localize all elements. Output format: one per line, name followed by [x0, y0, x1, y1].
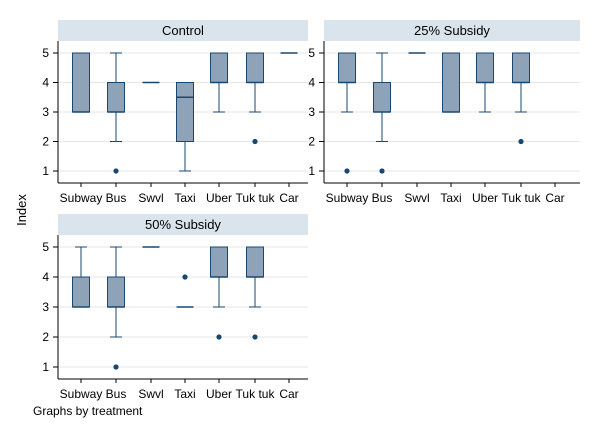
panel-1-y-tick-label-1: 1: [42, 164, 49, 178]
panel-3-box-subway: [72, 246, 90, 308]
panel-3-y-tick-label-1: 1: [42, 360, 49, 374]
panel-3-box-bus-iqr-box: [107, 276, 125, 308]
panel-1-box-tuk-tuk-iqr-box: [246, 52, 264, 83]
panel-2-box-bus: [373, 52, 391, 174]
panel-2-x-tick-label-taxi: Taxi: [440, 191, 461, 205]
panel-2-y-tick-label-2: 2: [308, 135, 315, 149]
panel-1-x-tick-label-car: Car: [279, 191, 298, 205]
panel-2-box-tuk-tuk-iqr-box: [512, 52, 530, 83]
panel-2-box-tuk-tuk: [512, 52, 530, 145]
panel-3-y-tick-label-4: 4: [42, 270, 49, 284]
panel-3-x-tick-label-swvl: Swvl: [138, 387, 163, 401]
panel-2-box-bus-outlier-0: [379, 168, 385, 174]
panel-1-box-taxi: [176, 82, 194, 172]
panel-1-y-tick-label-4: 4: [42, 76, 49, 90]
graphs-by-note: Graphs by treatment: [33, 404, 143, 418]
panel-3: 50% Subsidy 1 2 3 4 5 Subway Bus Swvl Taxi Uber Tuk…: [42, 214, 308, 401]
panel-2-x-tick-label-swvl: Swvl: [404, 191, 429, 205]
panel-3-title: 50% Subsidy: [145, 217, 221, 232]
panel-1-box-tuk-tuk-outlier-0: [252, 138, 258, 145]
panel-2-y-tick-label-1: 1: [308, 164, 315, 178]
panel-2-box-subway-outlier-0: [344, 168, 350, 174]
panel-3-x-tick-label-tuk-tuk: Tuk tuk: [236, 387, 276, 401]
panel-2-x-tick-label-car: Car: [545, 191, 564, 205]
panel-1-x-tick-label-bus: Bus: [106, 191, 127, 205]
panel-1-title: Control: [162, 23, 204, 38]
panel-1-box-uber-iqr-box: [210, 52, 228, 83]
panel-3-header: [58, 214, 308, 235]
panel-3-y-tick-label-2: 2: [42, 330, 49, 344]
panel-3-x-tick-label-bus: Bus: [106, 387, 127, 401]
panel-3-box-bus-outlier-0: [113, 364, 119, 370]
panel-2-x-tick-label-bus: Bus: [372, 191, 393, 205]
panel-2-box-subway: [338, 52, 356, 174]
panel-2: 25% Subsidy 1 2 3 4 5 Subway Bus Swvl Taxi Uber Tuk…: [308, 20, 580, 205]
panel-1: Control 1 2 3 4 5 Subway Bus Swvl Taxi Uber Tuk tuk…: [42, 20, 308, 205]
panel-2-x-tick-label-tuk-tuk: Tuk tuk: [502, 191, 542, 205]
panel-2-y-tick-label-3: 3: [308, 105, 315, 119]
panel-1-x-tick-label-swvl: Swvl: [138, 191, 163, 205]
panel-3-x-tick-label-subway: Subway: [60, 387, 103, 401]
panel-1-header: [58, 20, 308, 41]
panel-1-x-tick-label-tuk-tuk: Tuk tuk: [236, 191, 276, 205]
panel-3-box-taxi-outlier-0: [182, 274, 188, 280]
panel-1-box-subway-iqr-box: [72, 52, 90, 113]
panel-1-x-tick-label-taxi: Taxi: [174, 191, 195, 205]
y-axis-title: Index: [14, 194, 29, 226]
panel-2-y-tick-label-5: 5: [308, 46, 315, 60]
panel-2-title: 25% Subsidy: [414, 23, 490, 38]
panel-1-box-bus-outlier-0: [113, 168, 119, 174]
panel-3-box-uber-iqr-box: [210, 246, 228, 278]
panel-1-y-tick-label-2: 2: [42, 135, 49, 149]
panel-3-box-uber: [210, 246, 228, 340]
panel-2-x-tick-label-subway: Subway: [326, 191, 369, 205]
panel-3-box-tuk-tuk-outlier-0: [252, 334, 258, 340]
panel-1-y-tick-label-3: 3: [42, 105, 49, 119]
panel-3-y-tick-label-5: 5: [42, 240, 49, 254]
panel-3-box-bus: [107, 246, 125, 370]
panel-1-box-bus-iqr-box: [107, 82, 125, 113]
panel-2-box-subway-iqr-box: [338, 52, 356, 83]
panel-2-box-tuk-tuk-outlier-0: [518, 138, 524, 145]
panel-2-box-uber-iqr-box: [476, 52, 494, 83]
panel-1-box-tuk-tuk: [246, 52, 264, 145]
panel-2-header: [324, 20, 580, 41]
panel-1-x-tick-label-subway: Subway: [60, 191, 103, 205]
panel-3-x-tick-label-taxi: Taxi: [174, 387, 195, 401]
panel-3-box-tuk-tuk-iqr-box: [246, 246, 264, 278]
panel-1-box-subway: [72, 52, 90, 113]
panel-3-y-tick-label-3: 3: [42, 300, 49, 314]
panel-2-x-tick-label-uber: Uber: [472, 191, 498, 205]
panel-2-box-bus-iqr-box: [373, 82, 391, 113]
panel-1-x-tick-label-uber: Uber: [206, 191, 232, 205]
panel-3-x-tick-label-car: Car: [279, 387, 298, 401]
panel-2-box-taxi: [442, 52, 460, 113]
panel-1-box-uber: [210, 52, 228, 113]
panel-3-box-taxi: [176, 274, 194, 308]
panel-3-box-tuk-tuk: [246, 246, 264, 340]
panel-3-x-tick-label-uber: Uber: [206, 387, 232, 401]
panel-1-box-bus: [107, 52, 125, 174]
panel-2-box-uber: [476, 52, 494, 113]
panel-3-box-uber-outlier-0: [216, 334, 222, 340]
panel-2-box-taxi-iqr-box: [442, 52, 460, 113]
panel-2-y-tick-label-4: 4: [308, 76, 315, 90]
panel-1-y-tick-label-5: 5: [42, 46, 49, 60]
panel-1-box-taxi-iqr-box: [176, 82, 194, 142]
panel-3-box-subway-iqr-box: [72, 276, 90, 308]
